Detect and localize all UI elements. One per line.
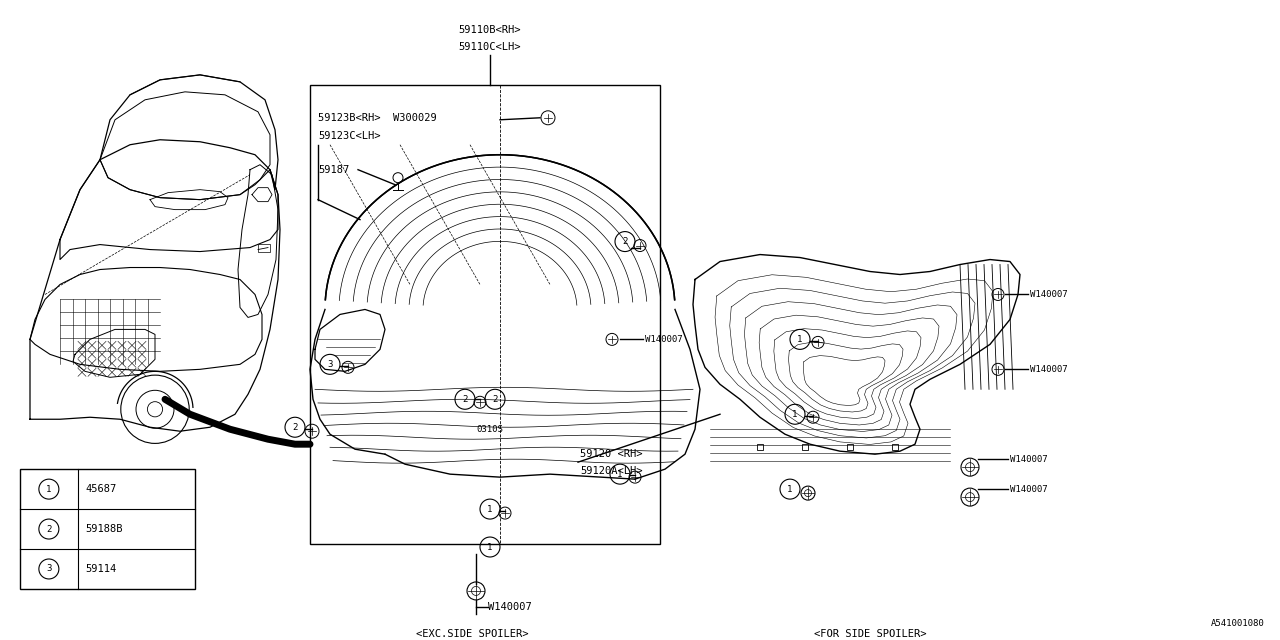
Text: W140007: W140007 (645, 335, 682, 344)
Bar (803, 444, 808, 450)
Text: 1: 1 (488, 504, 493, 513)
Bar (892, 444, 899, 450)
Text: 59120A<LH>: 59120A<LH> (580, 466, 643, 476)
Bar (756, 444, 763, 450)
Text: 2: 2 (462, 395, 467, 404)
Text: 2: 2 (292, 423, 298, 432)
Text: W140007: W140007 (1010, 454, 1047, 463)
Text: 3: 3 (328, 360, 333, 369)
Text: <EXC.SIDE SPOILER>: <EXC.SIDE SPOILER> (416, 629, 529, 639)
Text: 59110C<LH>: 59110C<LH> (458, 42, 521, 52)
Text: 59110B<RH>: 59110B<RH> (458, 25, 521, 35)
Text: A541001080: A541001080 (1211, 620, 1265, 628)
Text: 1: 1 (488, 543, 493, 552)
Bar (310, 85, 660, 544)
Text: W140007: W140007 (1030, 365, 1068, 374)
Text: 59123C<LH>: 59123C<LH> (317, 131, 380, 141)
Text: 1: 1 (787, 484, 792, 493)
Text: 1: 1 (797, 335, 803, 344)
Text: 59188B: 59188B (86, 524, 123, 534)
Text: W140007: W140007 (1030, 290, 1068, 299)
Text: 1: 1 (617, 470, 622, 479)
Text: <FOR SIDE SPOILER>: <FOR SIDE SPOILER> (814, 629, 927, 639)
Text: 45687: 45687 (86, 484, 116, 494)
Text: 59123B<RH>  W300029: 59123B<RH> W300029 (317, 113, 436, 123)
Bar (847, 444, 852, 450)
Text: 59187: 59187 (317, 164, 349, 175)
Bar (20, 469, 195, 589)
Text: 1: 1 (792, 410, 797, 419)
Bar (259, 244, 270, 252)
Text: 59114: 59114 (86, 564, 116, 574)
Text: 0310S: 0310S (476, 425, 503, 434)
Text: 59120 <RH>: 59120 <RH> (580, 449, 643, 459)
Text: W140007: W140007 (488, 602, 531, 612)
Text: 2: 2 (46, 525, 51, 534)
Text: W140007: W140007 (1010, 484, 1047, 493)
Text: 2: 2 (622, 237, 627, 246)
Text: 3: 3 (46, 564, 51, 573)
Text: 1: 1 (46, 484, 51, 493)
Text: 2: 2 (493, 395, 498, 404)
